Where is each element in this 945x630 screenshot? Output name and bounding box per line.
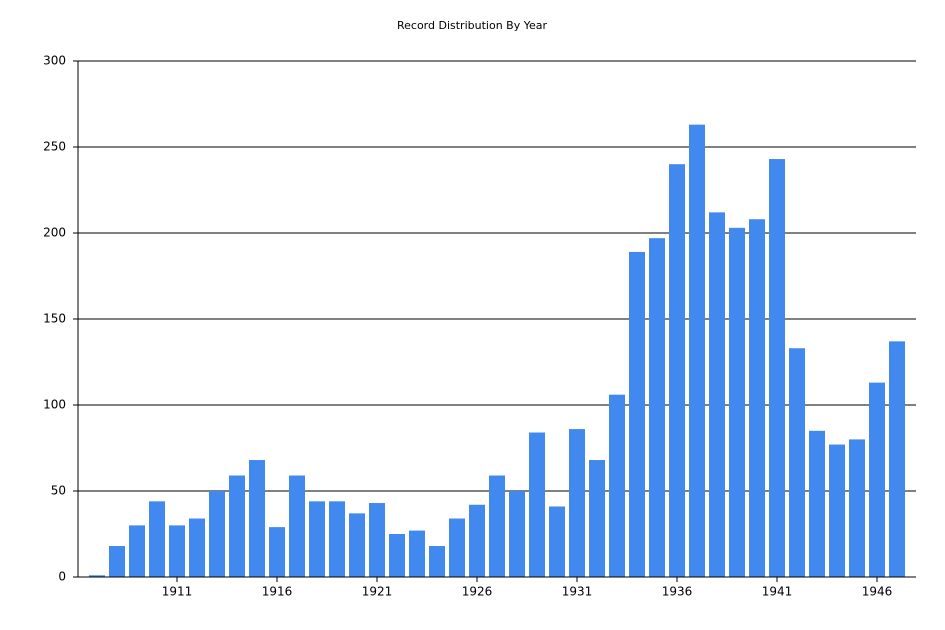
y-tick-label: 300: [43, 54, 66, 68]
x-tick-label: 1926: [462, 585, 493, 599]
bar: [669, 164, 685, 577]
bar: [149, 501, 165, 577]
bar: [129, 525, 145, 577]
bar: [409, 530, 425, 577]
y-tick-label: 0: [58, 570, 66, 584]
bar: [329, 501, 345, 577]
bar: [869, 382, 885, 577]
y-tick-label: 250: [43, 140, 66, 154]
bar: [809, 430, 825, 577]
bar: [689, 124, 705, 577]
bar: [349, 513, 365, 577]
bar: [609, 394, 625, 577]
bar: [709, 212, 725, 578]
bar: [309, 501, 325, 577]
y-tick-label: 100: [43, 398, 66, 412]
x-tick-label: 1911: [162, 585, 193, 599]
bar: [389, 534, 405, 577]
bar: [289, 475, 305, 577]
bar: [469, 504, 485, 577]
x-tick-label: 1931: [562, 585, 593, 599]
x-tick-label: 1946: [862, 585, 893, 599]
bar: [789, 348, 805, 577]
bar: [529, 432, 545, 577]
y-tick-label: 200: [43, 226, 66, 240]
x-tick-label: 1916: [262, 585, 293, 599]
bar: [889, 341, 905, 577]
x-tick-label: 1921: [362, 585, 393, 599]
bar: [729, 227, 745, 577]
bar: [249, 460, 265, 577]
bar: [569, 429, 585, 577]
x-tick-label: 1941: [762, 585, 793, 599]
bar: [589, 460, 605, 577]
bar: [509, 491, 525, 577]
bar: [849, 439, 865, 577]
x-tick-label: 1936: [662, 585, 693, 599]
bar: [209, 491, 225, 577]
bar: [769, 159, 785, 578]
bar: [649, 238, 665, 577]
bar: [369, 503, 385, 577]
bar: [229, 475, 245, 577]
bar: [109, 546, 125, 577]
bar: [269, 527, 285, 577]
chart-title: Record Distribution By Year: [397, 19, 547, 32]
y-tick-label: 50: [51, 484, 66, 498]
bar: [549, 506, 565, 577]
bar: [749, 219, 765, 578]
y-tick-label: 150: [43, 312, 66, 326]
bar: [449, 518, 465, 577]
bar: [189, 518, 205, 577]
bar: [429, 546, 445, 577]
bar: [829, 444, 845, 577]
bar: [629, 251, 645, 578]
bar: [169, 525, 185, 577]
bar: [489, 475, 505, 577]
bar: [89, 575, 105, 577]
